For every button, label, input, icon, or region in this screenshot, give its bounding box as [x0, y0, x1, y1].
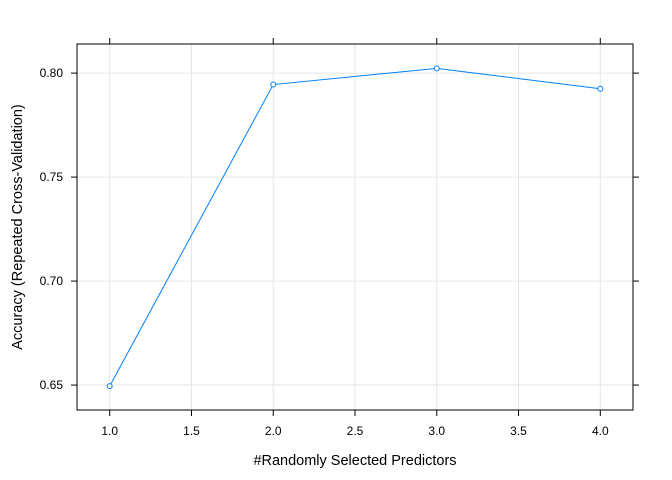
- x-tick-label-5: 3.5: [510, 424, 527, 438]
- x-tick-label-2: 2.0: [265, 424, 282, 438]
- x-axis-title: #Randomly Selected Predictors: [253, 453, 456, 469]
- series-layer: [106, 65, 604, 390]
- y-tick-label-3: 0.80: [40, 66, 64, 80]
- data-point-1: [270, 81, 277, 88]
- tick-layer: [71, 38, 639, 416]
- data-point-2: [433, 65, 440, 72]
- y-tick-label-1: 0.70: [40, 274, 64, 288]
- x-tick-label-4: 3.0: [428, 424, 445, 438]
- y-axis-title: Accuracy (Repeated Cross-Validation): [10, 104, 26, 350]
- grid-layer: [77, 44, 633, 410]
- y-tick-label-2: 0.75: [40, 170, 64, 184]
- plot-frame: [76, 43, 634, 411]
- data-point-0: [106, 383, 113, 390]
- y-tick-label-0: 0.65: [40, 378, 64, 392]
- label-layer: 1.0 1.5 2.0 2.5 3.0 3.5 4.0 0.65 0.70 0.75 0.80: [40, 66, 609, 438]
- series-line-0: [109, 67, 601, 387]
- x-tick-label-0: 1.0: [101, 424, 118, 438]
- x-tick-label-3: 2.5: [347, 424, 364, 438]
- x-tick-label-1: 1.5: [183, 424, 200, 438]
- x-tick-label-6: 4.0: [592, 424, 609, 438]
- data-point-3: [597, 85, 604, 92]
